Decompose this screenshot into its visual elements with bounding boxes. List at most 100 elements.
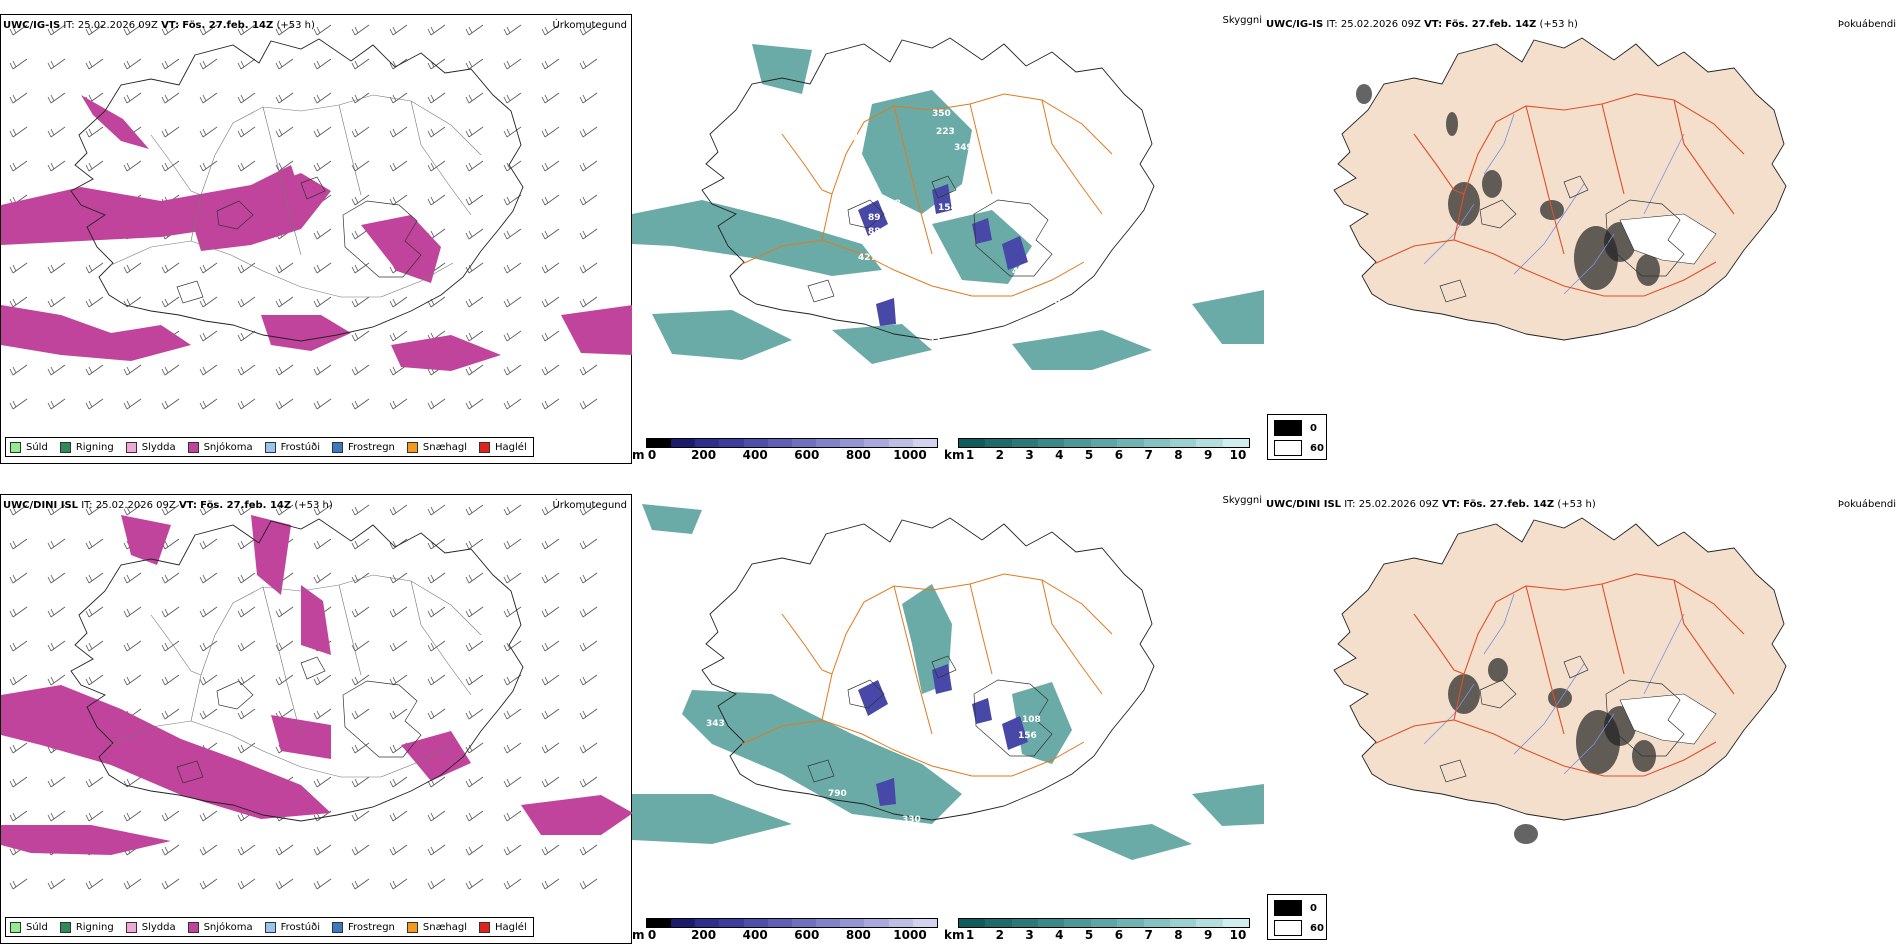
valid-time: Fös. 27.feb. 14Z — [1445, 19, 1537, 30]
ceiling-value-label: 93 — [952, 709, 965, 719]
precip-map — [1, 24, 633, 410]
colorbar-tick-label: 2 — [995, 448, 1004, 462]
ceiling-value-label: 790 — [828, 789, 847, 799]
visibility-colorbar: km 1 2 3 4 5 6 7 8 9 10 — [944, 918, 1256, 942]
colorbar-unit: m — [632, 448, 645, 462]
fog-legend-label: 0 — [1310, 422, 1317, 434]
valid-time-label: VT: — [1441, 499, 1460, 510]
legend-swatch — [125, 441, 137, 453]
ceiling-colorbar: m 0 200 400 600 800 1000 — [632, 918, 944, 942]
fog-map — [1333, 37, 1787, 341]
ceiling-value-label: 956 — [672, 751, 691, 761]
ceiling-value-label: 223 — [846, 133, 865, 143]
ceiling-value-label: 223 — [936, 127, 955, 137]
ceiling-value-label: 88 — [868, 227, 881, 237]
colorbar-tick-label: 7 — [1144, 928, 1153, 942]
fog-indicator-panel-1: UWC/IG-IS IT: 25.02.2026 09Z VT: Fös. 27… — [1264, 14, 1900, 460]
colorbar-tick-label: 800 — [845, 928, 871, 942]
ceiling-value-label: 961 — [1136, 877, 1155, 887]
colorbar-tick-label: 8 — [1174, 928, 1183, 942]
colorbar-tick-label: 9 — [1204, 928, 1213, 942]
legend-label: Súld — [26, 921, 48, 933]
visibility-panel-2: 505 343 956 99 159 93 108 156 907 790 56 330 187 196 9… — [632, 494, 1264, 944]
colorbar-strip — [958, 438, 1250, 448]
legend-swatch — [187, 921, 199, 933]
fog-legend-item: 0 — [1274, 420, 1317, 436]
colorbar-tick-label: 3 — [1025, 448, 1034, 462]
legend-swatch — [59, 921, 71, 933]
fog-legend-label: 60 — [1310, 922, 1324, 934]
precip-type-panel-2: UWC/DINI ISL IT: 25.02.2026 09Z VT: Fös.… — [0, 494, 633, 944]
model-name: UWC/IG-IS — [1266, 19, 1324, 30]
valid-time-label: VT: — [161, 20, 180, 31]
fog-legend-label: 0 — [1310, 902, 1317, 914]
valid-time: Fös. 27.feb. 14Z — [1463, 499, 1555, 510]
colorbar-unit: km — [944, 448, 965, 462]
legend-item-5: Frostregn — [332, 921, 395, 933]
run-info-header: UWC/DINI ISL IT: 25.02.2026 09Z VT: Fös.… — [3, 500, 333, 511]
valid-time: Fös. 27.feb. 14Z — [200, 500, 292, 511]
legend-item-1: Rigning — [59, 921, 114, 933]
fog-legend-item: 0 — [1274, 900, 1317, 916]
legend-item-2: Slydda — [125, 441, 176, 453]
legend-item-0: Súld — [10, 921, 48, 933]
colorbar-tick-label: 6 — [1114, 448, 1124, 462]
precip-map — [1, 504, 633, 890]
legend-label: Haglél — [495, 441, 527, 453]
fog-map — [1333, 517, 1787, 844]
legend-swatch — [10, 921, 21, 933]
legend-item-6: Snæhagl — [406, 441, 467, 453]
ceiling-value-label: 330 — [902, 815, 921, 825]
legend-swatch — [125, 921, 137, 933]
fog-legend-item: 60 — [1274, 440, 1324, 456]
panel-title-precip: Úrkomutegund — [552, 500, 627, 511]
fog-legend-box: 0 60 — [1267, 894, 1327, 940]
colorbar-tick-label: 400 — [742, 448, 768, 462]
colorbar-tick-label: 2 — [995, 928, 1004, 942]
legend-swatch — [264, 921, 276, 933]
legend-item-3: Snjókoma — [187, 921, 253, 933]
colorbar-tick-label: 1 — [965, 448, 975, 462]
legend-swatch — [332, 921, 343, 933]
init-time: 25.02.2026 09Z — [95, 500, 176, 511]
legend-label: Snjókoma — [203, 921, 253, 933]
ceiling-colorbar: m 0 200 400 600 800 1000 — [632, 438, 944, 462]
run-info-header: UWC/DINI ISL IT: 25.02.2026 09Z VT: Fös.… — [1266, 499, 1596, 510]
colorbar-tick-label: 600 — [794, 448, 820, 462]
visibility-panel-1: 350 223 349 223 108 89 88 159 154 104 427 456 70 508 9… — [632, 14, 1264, 464]
model-name: UWC/DINI ISL — [1266, 499, 1342, 510]
ceiling-value-label: 196 — [924, 829, 943, 839]
ceiling-value-label: 108 — [1022, 715, 1041, 725]
ceiling-value-label: 56 — [1064, 791, 1077, 801]
legend-swatch — [10, 441, 21, 453]
model-name: UWC/DINI ISL — [3, 500, 79, 511]
legend-swatch — [479, 921, 491, 933]
panel-title-fog: Þokuábendi — [1837, 499, 1896, 510]
legend-label: Haglél — [495, 921, 527, 933]
legend-label: Slydda — [141, 441, 176, 453]
legend-label: Súld — [26, 441, 48, 453]
legend-swatch — [406, 441, 418, 453]
run-info-header: UWC/IG-IS IT: 25.02.2026 09Z VT: Fös. 27… — [3, 20, 315, 31]
valid-time-label: VT: — [1424, 19, 1443, 30]
lead-time: (+53 h) — [294, 500, 333, 511]
ceiling-value-label: 427 — [858, 253, 877, 263]
fog-indicator-panel-2: UWC/DINI ISL IT: 25.02.2026 09Z VT: Fös.… — [1264, 494, 1900, 940]
legend-swatch — [59, 441, 71, 453]
legend-label: Snjókoma — [203, 441, 253, 453]
fog-legend-swatch — [1274, 420, 1302, 436]
legend-label: Snæhagl — [422, 921, 468, 933]
fog-legend-box: 0 60 — [1267, 414, 1327, 460]
valid-time-label: VT: — [178, 500, 197, 511]
lead-time: (+53 h) — [1539, 19, 1578, 30]
legend-item-4: Frostúði — [264, 441, 320, 453]
legend-label: Frostúði — [280, 921, 320, 933]
panel-title-visibility: Skyggni — [1222, 15, 1262, 26]
colorbar-tick-label: 200 — [691, 928, 717, 942]
init-time-label: IT: — [1344, 499, 1356, 510]
ceiling-value-label: 154 — [938, 203, 957, 213]
colorbar-strip — [958, 918, 1250, 928]
ceiling-value-label: 350 — [932, 109, 951, 119]
colorbar-tick-label: 10 — [1229, 928, 1247, 942]
